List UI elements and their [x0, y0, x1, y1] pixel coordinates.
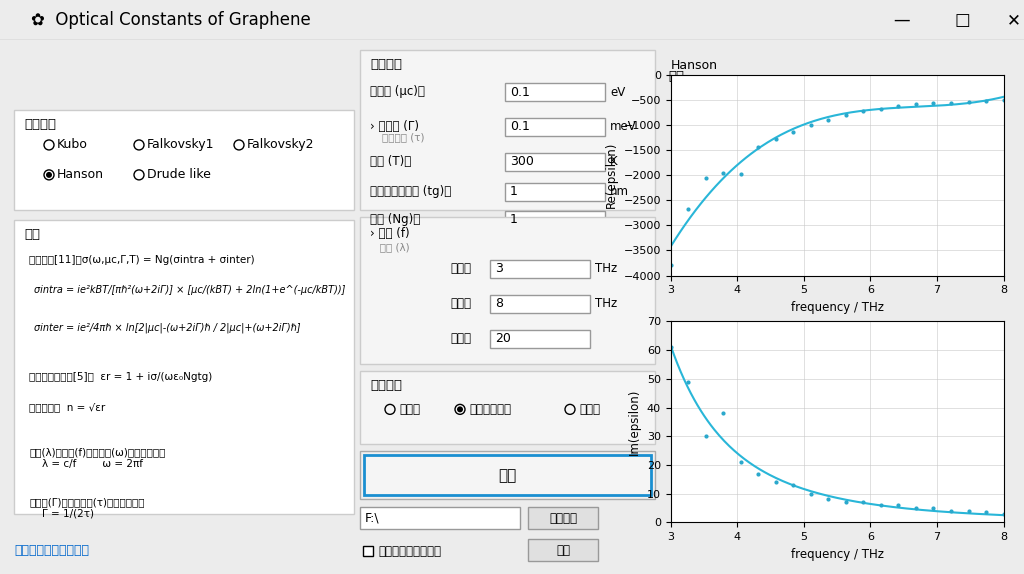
FancyBboxPatch shape — [490, 294, 590, 313]
FancyBboxPatch shape — [528, 539, 598, 561]
FancyBboxPatch shape — [505, 183, 605, 201]
Text: ✕: ✕ — [1007, 11, 1021, 29]
FancyBboxPatch shape — [14, 220, 354, 514]
Text: 公式: 公式 — [24, 228, 40, 241]
FancyBboxPatch shape — [528, 507, 598, 529]
Text: Falkovsky1: Falkovsky1 — [147, 138, 214, 152]
Text: 折射率为：  n = √εr: 折射率为： n = √εr — [29, 402, 105, 412]
Text: F:\: F:\ — [365, 511, 380, 525]
Text: 电导率为[11]：σ(ω,μc,Γ,T) = Ng(σintra + σinter): 电导率为[11]：σ(ω,μc,Γ,T) = Ng(σintra + σinte… — [29, 255, 255, 265]
Y-axis label: Re(epsilon): Re(epsilon) — [605, 142, 617, 208]
FancyBboxPatch shape — [505, 211, 605, 229]
Text: 点数：: 点数： — [450, 332, 471, 344]
Text: 选择路径: 选择路径 — [549, 511, 577, 525]
FancyBboxPatch shape — [490, 329, 590, 347]
Text: 温度 (T)：: 温度 (T)： — [370, 155, 412, 168]
Text: 输入参数: 输入参数 — [370, 58, 402, 71]
Text: THz: THz — [595, 297, 617, 310]
Text: 实部和虚部分开导出: 实部和虚部分开导出 — [378, 545, 441, 557]
FancyBboxPatch shape — [364, 455, 651, 495]
Text: 折射率: 折射率 — [579, 403, 600, 416]
Text: 1: 1 — [510, 185, 518, 199]
FancyBboxPatch shape — [360, 217, 655, 364]
FancyBboxPatch shape — [505, 118, 605, 136]
Text: 弛豫时间 (τ): 弛豫时间 (τ) — [382, 132, 425, 142]
Text: 20: 20 — [495, 332, 511, 345]
Text: 起始：: 起始： — [450, 262, 471, 275]
Text: meV: meV — [610, 121, 637, 134]
FancyBboxPatch shape — [14, 110, 354, 210]
Circle shape — [46, 172, 52, 178]
Text: nm: nm — [610, 185, 629, 199]
FancyBboxPatch shape — [360, 50, 655, 210]
Text: eV: eV — [610, 86, 626, 99]
Text: Kubo: Kubo — [57, 138, 88, 152]
Text: σintra = ie²kBT/[πℏ²(ω+2iΓ)] × [μc/(kBT) + 2ln(1+e^(-μc/kBT))]: σintra = ie²kBT/[πℏ²(ω+2iΓ)] × [μc/(kBT)… — [34, 285, 345, 294]
Text: 计算: 计算 — [499, 468, 517, 483]
Text: 相对介电常数为[5]：  εr = 1 + iσ/(ωε₀Ngtg): 相对介电常数为[5]： εr = 1 + iσ/(ωε₀Ngtg) — [29, 373, 212, 382]
Text: 波长 (λ): 波长 (λ) — [370, 242, 410, 252]
Text: σinter = ie²/4πℏ × ln[2|μc|-(ω+2iΓ)ℏ / 2|μc|+(ω+2iΓ)ℏ]: σinter = ie²/4πℏ × ln[2|μc|-(ω+2iΓ)ℏ / 2… — [34, 323, 300, 333]
Text: 导出: 导出 — [556, 544, 570, 557]
FancyBboxPatch shape — [362, 546, 373, 556]
Text: K: K — [610, 156, 617, 168]
Text: 层数 (Ng)：: 层数 (Ng)： — [370, 213, 420, 226]
Text: 绘图: 绘图 — [668, 70, 684, 83]
FancyBboxPatch shape — [360, 371, 655, 444]
Text: 选择公式: 选择公式 — [24, 118, 56, 131]
Text: 输出参数: 输出参数 — [370, 379, 402, 393]
Text: Falkovsky2: Falkovsky2 — [247, 138, 314, 152]
Text: › 散射率 (Γ): › 散射率 (Γ) — [370, 120, 419, 133]
Text: 3: 3 — [495, 262, 503, 275]
Text: 物理量说明和参考文献: 物理量说明和参考文献 — [14, 544, 89, 557]
Y-axis label: Im(epsilon): Im(epsilon) — [629, 389, 641, 455]
Text: Drude like: Drude like — [147, 168, 211, 181]
Text: —: — — [893, 11, 909, 29]
Text: 1: 1 — [510, 214, 518, 226]
Circle shape — [457, 406, 463, 412]
Text: 化学势 (μc)：: 化学势 (μc)： — [370, 85, 425, 98]
Text: Hanson: Hanson — [671, 59, 718, 72]
Text: THz: THz — [595, 262, 617, 275]
X-axis label: frequency / THz: frequency / THz — [791, 548, 884, 561]
FancyBboxPatch shape — [490, 259, 590, 278]
FancyBboxPatch shape — [505, 153, 605, 171]
Text: 8: 8 — [495, 297, 503, 310]
Text: 电导率: 电导率 — [399, 403, 420, 416]
Text: 300: 300 — [510, 156, 534, 168]
Text: 波长(λ)、频率(f)、角频率(ω)之间的关系：
    λ = c/f        ω = 2πf: 波长(λ)、频率(f)、角频率(ω)之间的关系： λ = c/f ω = 2πf — [29, 447, 165, 469]
Text: 相对介电常数: 相对介电常数 — [469, 403, 511, 416]
Text: □: □ — [954, 11, 971, 29]
Text: 0.1: 0.1 — [510, 86, 529, 99]
Text: ✿  Optical Constants of Graphene: ✿ Optical Constants of Graphene — [31, 11, 310, 29]
X-axis label: frequency / THz: frequency / THz — [791, 301, 884, 314]
FancyBboxPatch shape — [360, 507, 520, 529]
Text: 结束：: 结束： — [450, 297, 471, 309]
Text: 0.1: 0.1 — [510, 121, 529, 134]
FancyBboxPatch shape — [360, 451, 655, 499]
Text: › 频率 (f): › 频率 (f) — [370, 227, 410, 240]
Text: Hanson: Hanson — [57, 168, 104, 181]
Text: 单层石墨烯厚度 (tg)：: 单层石墨烯厚度 (tg)： — [370, 185, 452, 198]
Text: 散射率(Γ)、弛豫时间(τ)之间的关系：
    Γ = 1/(2τ): 散射率(Γ)、弛豫时间(τ)之间的关系： Γ = 1/(2τ) — [29, 497, 144, 519]
FancyBboxPatch shape — [505, 83, 605, 101]
